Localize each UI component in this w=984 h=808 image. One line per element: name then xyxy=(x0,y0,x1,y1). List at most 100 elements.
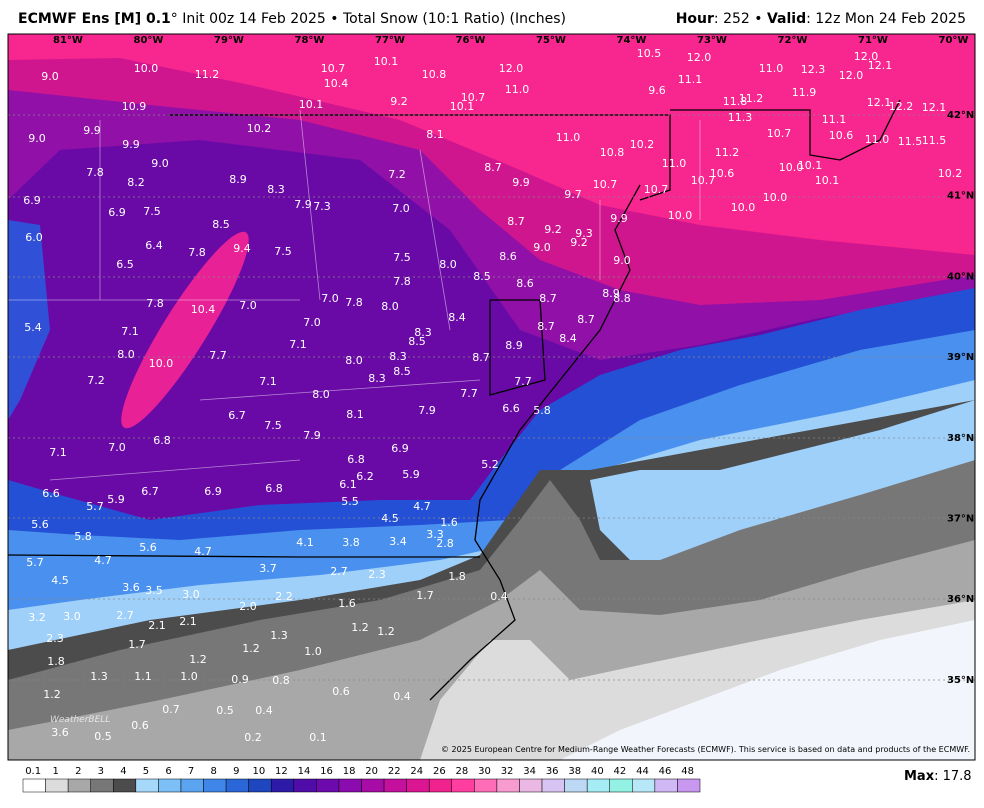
value-label: 8.0 xyxy=(312,388,330,401)
longitude-label: 78°W xyxy=(295,35,325,46)
colorbar-swatch xyxy=(158,778,182,793)
value-label: 1.0 xyxy=(180,670,198,683)
longitude-label: 71°W xyxy=(858,35,888,46)
value-label: 1.7 xyxy=(416,589,434,602)
latitude-label: 36°N xyxy=(947,594,974,605)
value-label: 4.7 xyxy=(413,500,431,513)
colorbar-label: 18 xyxy=(343,766,356,777)
zone-white xyxy=(560,620,975,760)
value-label: 5.7 xyxy=(86,500,104,513)
value-label: 7.5 xyxy=(274,245,292,258)
value-label: 6.8 xyxy=(347,453,365,466)
colorbar-swatch xyxy=(338,778,362,793)
longitude-labels: 81°W 80°W 79°W 78°W 77°W 76°W 75°W 74°W 73°W 72°W… xyxy=(53,35,968,46)
colorbar-label: 46 xyxy=(659,766,672,777)
value-label: 1.6 xyxy=(440,516,458,529)
colorbar-swatch xyxy=(248,778,272,793)
value-label: 10.7 xyxy=(691,174,716,187)
value-label: 9.3 xyxy=(575,227,593,240)
county-lines xyxy=(8,109,701,481)
value-label: 0.4 xyxy=(255,704,273,717)
value-label: 10.7 xyxy=(767,127,792,140)
map-frame xyxy=(7,33,976,761)
value-label: 1.3 xyxy=(90,670,108,683)
value-label: 7.9 xyxy=(418,404,436,417)
value-label: 6.9 xyxy=(108,206,126,219)
longitude-label: 74°W xyxy=(617,35,647,46)
value-label: 7.1 xyxy=(49,446,67,459)
value-label: 6.6 xyxy=(42,487,60,500)
value-label: 0.2 xyxy=(244,731,262,744)
value-label: 4.7 xyxy=(194,545,212,558)
colorbar-label: 42 xyxy=(614,766,627,777)
value-label: 4.1 xyxy=(296,536,314,549)
value-label: 6.0 xyxy=(25,231,43,244)
value-label: 8.7 xyxy=(507,215,525,228)
longitude-label: 79°W xyxy=(214,35,244,46)
colorbar: 0.1 1 2 3 4 5 6 7 8 9 10 12 14 16 18 20 22 24 26 28 30 32 34 36… xyxy=(22,766,701,793)
value-label: 8.3 xyxy=(267,183,285,196)
value-label: 2.1 xyxy=(148,619,166,632)
mountain-streak xyxy=(121,231,249,429)
colorbar-label: 34 xyxy=(523,766,536,777)
colorbar-swatch xyxy=(677,778,701,793)
colorbar-swatch xyxy=(270,778,295,793)
value-label: 8.4 xyxy=(448,311,466,324)
value-label: 3.6 xyxy=(51,726,69,739)
value-label: 7.7 xyxy=(209,349,227,362)
value-label: 8.0 xyxy=(439,258,457,271)
value-label: 1.7 xyxy=(128,638,146,651)
colorbar-swatch xyxy=(632,778,656,793)
coastline xyxy=(8,99,901,701)
value-labels: 9.010.0 11.2 10.710.110.410.8 12.010.5 12.01… xyxy=(23,47,962,744)
value-label: 8.9 xyxy=(602,287,620,300)
value-label: 3.4 xyxy=(389,535,407,548)
value-label: 6.9 xyxy=(204,485,222,498)
value-label: 8.0 xyxy=(381,300,399,313)
value-label: 7.8 xyxy=(345,296,363,309)
value-label: 0.8 xyxy=(272,674,290,687)
value-label: 7.8 xyxy=(188,246,206,259)
value-label: 7.0 xyxy=(303,316,321,329)
value-label: 8.0 xyxy=(117,348,135,361)
value-label: 10.0 xyxy=(731,201,756,214)
valid-value: : 12z Mon 24 Feb 2025 xyxy=(806,11,966,27)
value-label: 6.8 xyxy=(153,434,171,447)
longitude-label: 76°W xyxy=(456,35,486,46)
value-label: 0.9 xyxy=(231,673,249,686)
value-label: 1.2 xyxy=(43,688,61,701)
latitude-label: 37°N xyxy=(947,514,974,525)
colorbar-swatch xyxy=(428,778,453,793)
value-label: 1.1 xyxy=(134,670,152,683)
colorbar-label: 36 xyxy=(546,766,559,777)
colorbar-label: 12 xyxy=(275,766,288,777)
colorbar-swatch xyxy=(293,778,317,793)
value-label: 1.2 xyxy=(242,642,260,655)
colorbar-label: 16 xyxy=(320,766,333,777)
value-label: 5.2 xyxy=(481,458,499,471)
value-label: 8.5 xyxy=(212,218,230,231)
value-label: 3.7 xyxy=(259,562,277,575)
value-label: 11.2 xyxy=(739,92,764,105)
value-label: 8.7 xyxy=(537,320,555,333)
value-label: 9.9 xyxy=(83,124,101,137)
zone-blue-west xyxy=(8,220,50,420)
value-label: 11.1 xyxy=(678,73,703,86)
value-label: 10.4 xyxy=(324,77,349,90)
value-label: 8.3 xyxy=(414,326,432,339)
colorbar-label: 40 xyxy=(591,766,604,777)
latitude-label: 39°N xyxy=(947,352,974,363)
max-value: : 17.8 xyxy=(934,769,971,784)
value-label: 2.7 xyxy=(116,609,134,622)
value-label: 9.2 xyxy=(544,223,562,236)
value-label: 7.1 xyxy=(259,375,277,388)
value-label: 3.6 xyxy=(122,581,140,594)
colorbar-swatch xyxy=(203,778,227,793)
colorbar-swatch xyxy=(609,778,633,793)
colorbar-swatch xyxy=(22,778,46,793)
colorbar-label: 5 xyxy=(143,766,149,777)
colorbar-label: 48 xyxy=(681,766,694,777)
longitude-label: 77°W xyxy=(375,35,405,46)
value-label: 10.7 xyxy=(644,183,669,196)
valid-label: Valid xyxy=(767,11,806,27)
